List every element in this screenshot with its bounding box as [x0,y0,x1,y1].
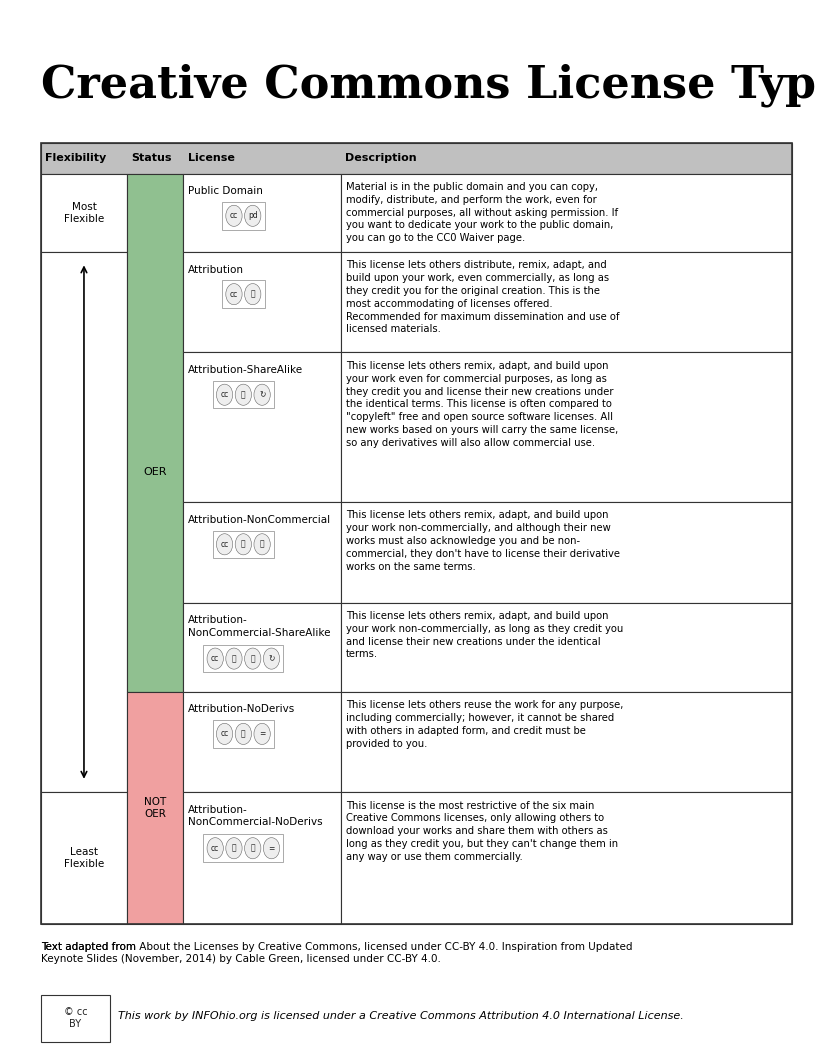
Bar [184,353,341,502]
Circle shape [245,205,261,226]
Text: =: = [268,844,275,852]
Circle shape [235,723,251,744]
Text: This license lets others remix, adapt, and build upon
your work non-commercially: This license lets others remix, adapt, a… [346,510,620,571]
Text: Attribution-ShareAlike: Attribution-ShareAlike [188,365,304,375]
Bar [184,173,341,252]
Text: Status: Status [131,153,171,163]
Bar [41,995,110,1042]
Text: This license lets others remix, adapt, and build upon
your work non-commercially: This license lets others remix, adapt, a… [346,611,623,660]
Text: cc: cc [211,844,220,852]
Bar [203,834,283,862]
Text: Attribution-
NonCommercial-NoDerivs: Attribution- NonCommercial-NoDerivs [188,805,323,827]
Bar [41,173,127,252]
Text: ⓘ: ⓘ [251,289,255,299]
Text: Text adapted from About the Licenses by Creative Commons, licensed under CC-BY 4: Text adapted from About the Licenses by … [41,942,632,963]
Text: Most
Flexible: Most Flexible [64,202,104,224]
Text: License: License [188,153,234,163]
Circle shape [254,384,270,406]
Circle shape [226,205,242,226]
Circle shape [254,533,270,554]
Text: ⓢ: ⓢ [259,540,264,549]
Text: NOT
OER: NOT OER [144,797,166,818]
Bar [184,692,341,792]
Circle shape [245,837,261,859]
Bar [41,792,127,924]
Bar [213,530,274,558]
Text: Public Domain: Public Domain [188,186,264,196]
Text: ⓘ: ⓘ [232,844,237,852]
Text: ⓘ: ⓘ [241,730,246,738]
Bar [41,143,792,924]
Text: This license lets others distribute, remix, adapt, and
build upon your work, eve: This license lets others distribute, rem… [346,261,619,335]
Bar [184,603,341,692]
Bar [341,603,792,692]
Bar [127,173,184,692]
Bar [41,252,127,792]
Circle shape [264,837,280,859]
Bar [341,173,792,252]
Text: Text adapted from: Text adapted from [41,942,139,951]
Text: ↻: ↻ [268,654,275,663]
Text: pd: pd [248,211,258,221]
Text: Creative Commons License Types: Creative Commons License Types [41,63,816,107]
Circle shape [216,723,233,744]
Text: Description: Description [345,153,417,163]
Bar [184,502,341,603]
Text: cc: cc [230,211,238,221]
Circle shape [245,284,261,305]
Bar [222,202,264,229]
Bar [203,645,283,673]
Text: ⓢ: ⓢ [251,844,255,852]
Bar [222,281,264,308]
Circle shape [226,837,242,859]
Text: =: = [259,730,265,738]
Text: Flexibility: Flexibility [45,153,106,163]
Text: This license lets others reuse the work for any purpose,
including commercially;: This license lets others reuse the work … [346,700,623,749]
Bar [341,792,792,924]
Text: This work by INFOhio.org is licensed under a Creative Commons Attribution 4.0 In: This work by INFOhio.org is licensed und… [118,1011,684,1021]
Text: Attribution: Attribution [188,265,244,275]
Text: cc: cc [220,730,228,738]
Circle shape [264,648,280,670]
Bar [213,720,274,748]
Circle shape [254,723,270,744]
Circle shape [226,284,242,305]
Bar [341,353,792,502]
Text: This license lets others remix, adapt, and build upon
your work even for commerc: This license lets others remix, adapt, a… [346,361,619,448]
Bar [341,252,792,353]
Circle shape [226,648,242,670]
Text: Attribution-
NonCommercial-ShareAlike: Attribution- NonCommercial-ShareAlike [188,616,330,638]
Bar [184,792,341,924]
Bar [127,692,184,924]
Text: ↻: ↻ [259,391,265,399]
Text: cc: cc [230,289,238,299]
Circle shape [245,648,261,670]
Circle shape [207,837,224,859]
Text: Material is in the public domain and you can copy,
modify, distribute, and perfo: Material is in the public domain and you… [346,182,618,243]
Text: © cc
BY: © cc BY [64,1007,87,1029]
Bar [341,502,792,603]
Circle shape [207,648,224,670]
Bar [341,692,792,792]
Text: ⓘ: ⓘ [232,654,237,663]
Bar [184,252,341,353]
Bar [213,381,274,409]
Circle shape [235,533,251,554]
Text: cc: cc [220,391,228,399]
Text: ⓘ: ⓘ [241,540,246,549]
Text: Attribution-NoDerivs: Attribution-NoDerivs [188,704,295,714]
Text: cc: cc [211,654,220,663]
Text: ⓢ: ⓢ [251,654,255,663]
Text: cc: cc [220,540,228,549]
Circle shape [216,384,233,406]
Text: ⓘ: ⓘ [241,391,246,399]
Text: Least
Flexible: Least Flexible [64,847,104,869]
Circle shape [235,384,251,406]
Text: This license is the most restrictive of the six main
Creative Commons licenses, : This license is the most restrictive of … [346,800,618,862]
Bar [41,143,792,173]
Text: Attribution-NonCommercial: Attribution-NonCommercial [188,514,331,525]
Circle shape [216,533,233,554]
Text: OER: OER [144,467,167,476]
